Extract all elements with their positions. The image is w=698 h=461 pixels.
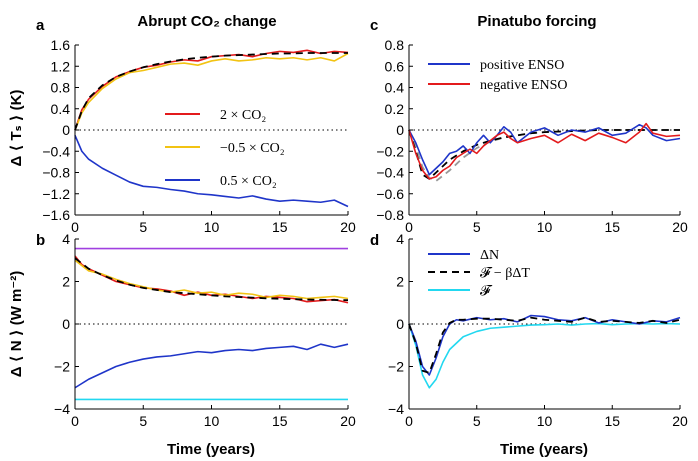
legend-label: 𝓕 bbox=[480, 284, 493, 299]
x-tick-label: 0 bbox=[71, 219, 79, 235]
panel-a-chart: 1.61.20.80.40−0.4−0.8−1.2−1.60 5 10 15 202 ×… bbox=[42, 37, 356, 235]
x-tick-label: 10 bbox=[204, 219, 220, 235]
legend-label: 2 × CO₂ bbox=[220, 108, 266, 123]
legend-label: 0.5 × CO₂ bbox=[220, 174, 277, 189]
y-tick-label: −0.6 bbox=[376, 186, 404, 202]
y-tick-label: −4 bbox=[54, 401, 70, 417]
y-tick-label: −0.8 bbox=[376, 207, 404, 223]
y-tick-label: −2 bbox=[388, 359, 404, 375]
series-line-4 bbox=[408, 122, 681, 180]
panel-c-chart: 0.80.60.40.20−0.2−0.4−0.6−0.80 5 10 15 20pos… bbox=[376, 37, 688, 235]
y-tick-label: 0.4 bbox=[385, 80, 405, 96]
x-tick-label: 0 bbox=[71, 413, 79, 429]
y-tick-label: −0.8 bbox=[42, 165, 70, 181]
series-line-4 bbox=[74, 259, 349, 300]
panel-b-letter: b bbox=[36, 232, 45, 249]
x-tick-label: 10 bbox=[204, 413, 220, 429]
x-tick-label: 0 bbox=[405, 413, 413, 429]
series-line-2 bbox=[74, 52, 349, 131]
panel-c-letter: c bbox=[370, 17, 378, 34]
y-tick-label: −4 bbox=[388, 401, 404, 417]
x-tick-label: 20 bbox=[340, 413, 356, 429]
y-tick-label: 0 bbox=[62, 316, 70, 332]
x-axis-title-left: Time (years) bbox=[167, 441, 255, 458]
y-tick-label: 4 bbox=[396, 231, 404, 247]
series-line-3 bbox=[408, 316, 681, 374]
series-line-1 bbox=[408, 322, 681, 389]
series-line-1 bbox=[74, 49, 349, 131]
x-tick-label: 15 bbox=[604, 219, 620, 235]
panel-a-letter: a bbox=[36, 17, 45, 34]
x-tick-label: 20 bbox=[672, 413, 688, 429]
y-tick-label: 1.6 bbox=[51, 37, 71, 53]
series-line-4 bbox=[74, 52, 348, 131]
y-tick-label: 0 bbox=[396, 316, 404, 332]
x-tick-label: 0 bbox=[405, 219, 413, 235]
legend-label: positive ENSO bbox=[480, 58, 564, 73]
panel-d-letter: d bbox=[370, 232, 379, 249]
x-tick-label: 5 bbox=[139, 219, 147, 235]
y-tick-label: 0.8 bbox=[51, 80, 71, 96]
panel-c-title: Pinatubo forcing bbox=[477, 13, 596, 30]
legend-label: 𝓕 − βΔT bbox=[480, 266, 530, 281]
legend-label: −0.5 × CO₂ bbox=[220, 141, 285, 156]
y-tick-label: 2 bbox=[396, 274, 404, 290]
x-tick-label: 15 bbox=[272, 219, 288, 235]
x-tick-label: 5 bbox=[473, 219, 481, 235]
y-tick-label: −0.4 bbox=[376, 165, 404, 181]
y-tick-label: 0 bbox=[396, 122, 404, 138]
series-line-1 bbox=[408, 129, 680, 182]
y-tick-label: −2 bbox=[54, 359, 70, 375]
x-tick-label: 10 bbox=[537, 413, 553, 429]
legend-label: negative ENSO bbox=[480, 78, 567, 93]
x-tick-label: 5 bbox=[473, 413, 481, 429]
y-axis-title-bottom: Δ ⟨ N ⟩ (W m⁻²) bbox=[8, 271, 25, 378]
y-tick-label: 0.4 bbox=[51, 101, 71, 117]
y-tick-label: 0.6 bbox=[385, 58, 405, 74]
panel-a-title: Abrupt CO₂ change bbox=[137, 13, 276, 30]
x-tick-label: 5 bbox=[139, 413, 147, 429]
series-line-6 bbox=[74, 257, 349, 302]
y-tick-label: −0.4 bbox=[42, 143, 70, 159]
y-tick-label: 0.8 bbox=[385, 37, 405, 53]
series-line-3 bbox=[74, 134, 349, 208]
y-tick-label: −1.2 bbox=[42, 186, 70, 202]
x-tick-label: 15 bbox=[272, 413, 288, 429]
y-tick-label: 0 bbox=[62, 122, 70, 138]
panel-b-chart: 420−2−40 5 10 15 20 bbox=[54, 231, 356, 429]
x-tick-label: 10 bbox=[537, 219, 553, 235]
x-tick-label: 20 bbox=[340, 219, 356, 235]
y-tick-label: 2 bbox=[62, 274, 70, 290]
y-tick-label: 4 bbox=[62, 231, 70, 247]
y-tick-label: 0.2 bbox=[385, 101, 405, 117]
y-tick-label: 1.2 bbox=[51, 58, 71, 74]
y-tick-label: −1.6 bbox=[42, 207, 70, 223]
x-tick-label: 20 bbox=[672, 219, 688, 235]
series-line-3 bbox=[408, 123, 681, 176]
series-line-5 bbox=[74, 343, 349, 389]
y-axis-title-top: Δ ⟨ Tₛ ⟩ (K) bbox=[8, 90, 25, 167]
legend-label: ΔN bbox=[480, 248, 499, 263]
x-tick-label: 15 bbox=[604, 413, 620, 429]
y-tick-label: −0.2 bbox=[376, 143, 404, 159]
x-axis-title-right: Time (years) bbox=[500, 441, 588, 458]
